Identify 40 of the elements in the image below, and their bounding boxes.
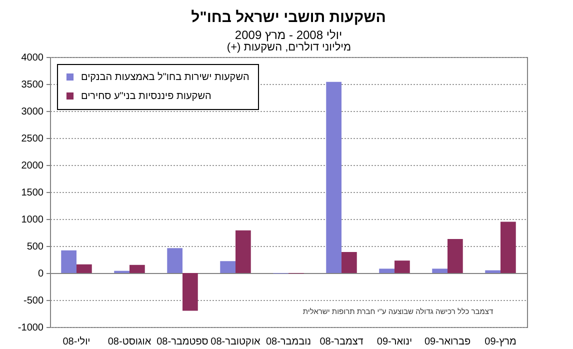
x-tick-label: דצמבר-08 <box>320 336 364 348</box>
legend-label: השקעות פיננסיות בני"ע סחירים <box>81 91 212 102</box>
bar <box>326 82 342 273</box>
x-tick-label: פברואר-09 <box>424 336 471 348</box>
bar <box>394 260 410 273</box>
bar <box>342 252 357 273</box>
y-tick-label: 3000 <box>21 106 44 118</box>
bar <box>236 230 251 273</box>
y-tick-label: -1000 <box>18 322 44 334</box>
bar <box>167 248 182 273</box>
x-tick-label: מרץ-09 <box>484 336 516 348</box>
y-tick-label: 0 <box>38 268 44 280</box>
bar <box>130 264 145 273</box>
y-tick-label: 1000 <box>21 214 44 226</box>
bar <box>500 222 516 273</box>
y-tick-label: 4000 <box>21 52 44 64</box>
x-tick-label: אוקטובר-08 <box>210 336 262 348</box>
bar <box>432 268 448 273</box>
y-tick-label: 500 <box>26 242 44 252</box>
x-tick-label: נובמבר-08 <box>266 336 312 348</box>
bar <box>76 264 92 273</box>
y-tick-label: 2000 <box>21 160 44 172</box>
bar <box>448 238 463 273</box>
y-tick-label: 1500 <box>21 188 44 198</box>
bar <box>379 268 394 273</box>
bar <box>61 250 76 273</box>
x-tick-label: ספטמבר-08 <box>156 336 209 348</box>
legend-label: השקעות ישירות בחו"ל באמצעות הבנקים <box>81 71 250 83</box>
y-tick-label: 2500 <box>21 134 44 144</box>
x-tick-label: יולי-08 <box>62 336 90 348</box>
y-axis-title: מיליוני דולרים, השקעות (+) <box>226 42 352 54</box>
bar <box>485 270 500 273</box>
y-tick-label: -500 <box>23 296 44 306</box>
bar <box>220 261 236 273</box>
x-tick-label: ינואר-09 <box>376 336 412 348</box>
chart-subtitle: יולי 2008 - מרץ 2009 <box>234 28 342 42</box>
y-tick-label: 3500 <box>21 80 44 90</box>
bar <box>182 273 198 311</box>
chart-title: השקעות תושבי ישראל בחו"ל <box>191 9 386 26</box>
x-tick-label: אוגוסט-08 <box>108 336 152 348</box>
